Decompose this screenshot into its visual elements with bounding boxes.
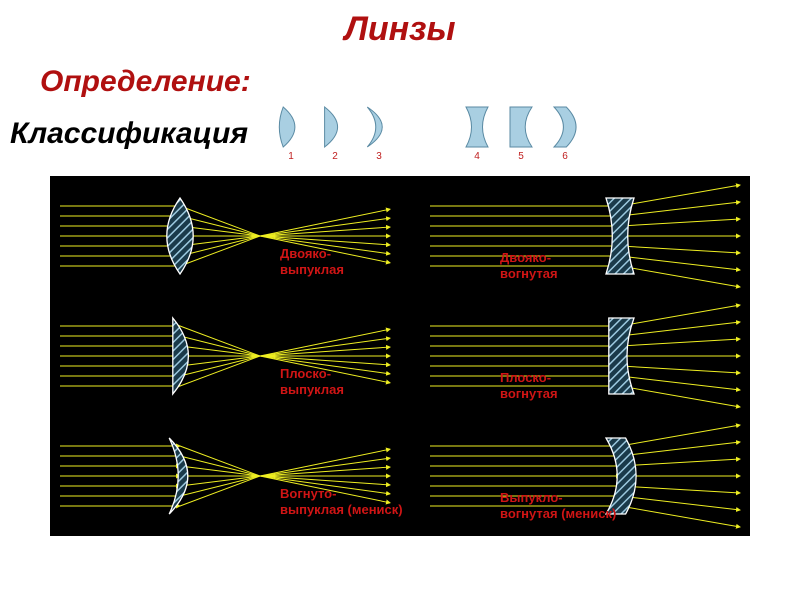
svg-text:Плоско-: Плоско-: [500, 370, 551, 385]
subtitle-definition: Определение:: [40, 65, 800, 99]
lens-icon-planoconcave: 5: [508, 105, 534, 162]
svg-text:Выпукло-: Выпукло-: [500, 490, 563, 505]
lens-diagram: Двояко-выпуклаяДвояко-вогнутаяПлоско-вып…: [50, 176, 750, 536]
lens-icon-biconvex: 1: [278, 105, 304, 162]
svg-text:Двояко-: Двояко-: [500, 250, 551, 265]
svg-text:вогнутая: вогнутая: [500, 386, 558, 401]
svg-text:выпуклая: выпуклая: [280, 262, 344, 277]
svg-text:вогнутая (мениск): вогнутая (мениск): [500, 506, 616, 521]
svg-text:Двояко-: Двояко-: [280, 246, 331, 261]
svg-text:выпуклая: выпуклая: [280, 382, 344, 397]
svg-text:выпуклая (мениск): выпуклая (мениск): [280, 502, 403, 517]
svg-text:вогнутая: вогнутая: [500, 266, 558, 281]
lens-icon-planoconvex: 2: [322, 105, 348, 162]
lens-icon-meniscus_conc: 6: [552, 105, 578, 162]
lens-icon-number: 3: [376, 151, 382, 162]
lens-icon-number: 6: [562, 151, 568, 162]
lens-icon-number: 4: [474, 151, 480, 162]
lens-icon-number: 1: [288, 151, 294, 162]
lens-icon-meniscus_conv: 3: [366, 105, 392, 162]
svg-text:Плоско-: Плоско-: [280, 366, 331, 381]
lens-icon-number: 2: [332, 151, 338, 162]
page-title: Линзы: [0, 10, 800, 49]
svg-text:Вогнуто-: Вогнуто-: [280, 486, 336, 501]
classification-row: Классификация 1 2 3 4 5 6: [0, 105, 800, 162]
lens-icon-number: 5: [518, 151, 524, 162]
lens-icon-biconcave: 4: [464, 105, 490, 162]
lens-icons-row: 1 2 3 4 5 6: [278, 105, 578, 162]
subtitle-classification: Классификация: [10, 117, 248, 151]
